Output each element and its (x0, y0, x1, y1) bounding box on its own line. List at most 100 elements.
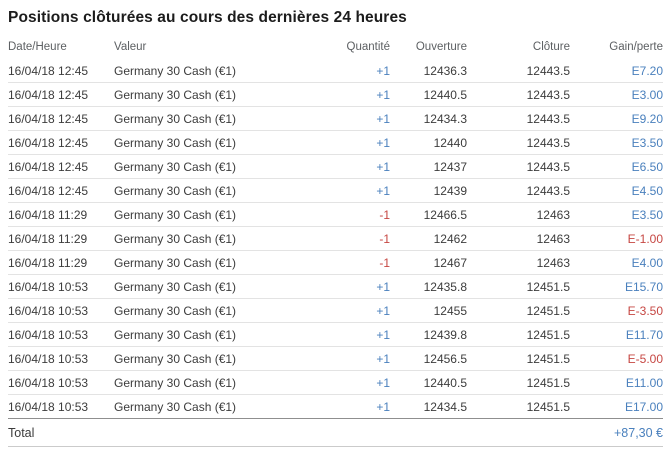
table-row[interactable]: 16/04/18 11:29 Germany 30 Cash (€1) -1 1… (8, 203, 663, 227)
cell-open: 12436.3 (423, 63, 467, 78)
cell-close: 12443.5 (526, 183, 570, 198)
cell-date: 16/04/18 11:29 (8, 207, 88, 222)
cell-date: 16/04/18 12:45 (8, 135, 89, 150)
cell-gain: E-3.50 (627, 303, 663, 318)
cell-gain: E6.50 (631, 159, 663, 174)
table-row[interactable]: 16/04/18 10:53 Germany 30 Cash (€1) +1 1… (8, 323, 663, 347)
cell-instrument: Germany 30 Cash (€1) (114, 111, 237, 126)
cell-gain: E3.50 (631, 207, 663, 222)
cell-gain: E17.00 (624, 399, 663, 414)
cell-date: 16/04/18 11:29 (8, 231, 88, 246)
cell-close: 12451.5 (526, 303, 570, 318)
cell-close: 12451.5 (526, 399, 570, 414)
cell-quantity: +1 (376, 135, 390, 150)
cell-gain: E4.00 (631, 255, 663, 270)
cell-instrument: Germany 30 Cash (€1) (114, 87, 237, 102)
cell-close: 12443.5 (526, 63, 570, 78)
table-row[interactable]: 16/04/18 12:45 Germany 30 Cash (€1) +1 1… (8, 131, 663, 155)
table-header-row: Date/Heure Valeur Quantité Ouverture Clô… (8, 36, 663, 59)
table-row[interactable]: 16/04/18 12:45 Germany 30 Cash (€1) +1 1… (8, 59, 663, 83)
cell-date: 16/04/18 12:45 (8, 87, 89, 102)
cell-close: 12443.5 (526, 159, 570, 174)
cell-open: 12439.8 (423, 327, 467, 342)
cell-open: 12439 (433, 183, 467, 198)
cell-date: 16/04/18 10:53 (8, 279, 89, 294)
cell-gain: E11.00 (625, 375, 663, 390)
cell-quantity: -1 (379, 231, 390, 246)
cell-gain: E-1.00 (627, 231, 663, 246)
cell-open: 12455 (433, 303, 467, 318)
cell-quantity: +1 (376, 399, 390, 414)
cell-close: 12463 (536, 255, 570, 270)
column-header-instrument: Valeur (114, 40, 147, 53)
cell-date: 16/04/18 10:53 (8, 351, 89, 366)
cell-gain: E4.50 (631, 183, 663, 198)
cell-open: 12440 (433, 135, 467, 150)
page-title: Positions clôturées au cours des dernièr… (8, 9, 407, 26)
cell-open: 12440.5 (423, 375, 467, 390)
cell-instrument: Germany 30 Cash (€1) (114, 183, 237, 198)
cell-gain: E9.20 (631, 111, 663, 126)
cell-quantity: +1 (376, 303, 390, 318)
table-row[interactable]: 16/04/18 12:45 Germany 30 Cash (€1) +1 1… (8, 83, 663, 107)
column-header-open: Ouverture (415, 40, 467, 53)
cell-date: 16/04/18 12:45 (8, 63, 89, 78)
cell-quantity: +1 (376, 63, 390, 78)
cell-instrument: Germany 30 Cash (€1) (114, 351, 237, 366)
cell-date: 16/04/18 10:53 (8, 399, 89, 414)
cell-quantity: +1 (376, 327, 390, 342)
cell-gain: E11.70 (625, 327, 663, 342)
cell-quantity: +1 (376, 183, 390, 198)
table-row[interactable]: 16/04/18 12:45 Germany 30 Cash (€1) +1 1… (8, 179, 663, 203)
column-header-date: Date/Heure (8, 40, 67, 53)
cell-date: 16/04/18 10:53 (8, 327, 89, 342)
cell-quantity: +1 (376, 351, 390, 366)
cell-date: 16/04/18 11:29 (8, 255, 88, 270)
cell-date: 16/04/18 12:45 (8, 159, 89, 174)
table-row[interactable]: 16/04/18 12:45 Germany 30 Cash (€1) +1 1… (8, 107, 663, 131)
cell-open: 12466.5 (423, 207, 467, 222)
cell-quantity: +1 (376, 375, 390, 390)
table-row[interactable]: 16/04/18 10:53 Germany 30 Cash (€1) +1 1… (8, 371, 663, 395)
cell-quantity: -1 (379, 255, 390, 270)
cell-open: 12462 (433, 231, 467, 246)
cell-date: 16/04/18 10:53 (8, 303, 89, 318)
cell-open: 12434.3 (423, 111, 467, 126)
cell-instrument: Germany 30 Cash (€1) (114, 327, 237, 342)
table-body: 16/04/18 12:45 Germany 30 Cash (€1) +1 1… (8, 59, 663, 418)
cell-close: 12451.5 (526, 327, 570, 342)
cell-close: 12443.5 (526, 111, 570, 126)
cell-open: 12435.8 (423, 279, 467, 294)
table-row[interactable]: 16/04/18 10:53 Germany 30 Cash (€1) +1 1… (8, 275, 663, 299)
table-row[interactable]: 16/04/18 11:29 Germany 30 Cash (€1) -1 1… (8, 251, 663, 275)
cell-open: 12434.5 (423, 399, 467, 414)
cell-gain: E3.50 (631, 135, 663, 150)
table-row[interactable]: 16/04/18 10:53 Germany 30 Cash (€1) +1 1… (8, 347, 663, 371)
cell-close: 12451.5 (526, 351, 570, 366)
cell-close: 12443.5 (526, 135, 570, 150)
cell-quantity: +1 (376, 111, 390, 126)
cell-instrument: Germany 30 Cash (€1) (114, 63, 237, 78)
cell-open: 12467 (433, 255, 467, 270)
cell-close: 12451.5 (526, 375, 570, 390)
cell-instrument: Germany 30 Cash (€1) (114, 303, 237, 318)
cell-date: 16/04/18 12:45 (8, 183, 89, 198)
cell-instrument: Germany 30 Cash (€1) (114, 207, 237, 222)
cell-instrument: Germany 30 Cash (€1) (114, 159, 237, 174)
cell-instrument: Germany 30 Cash (€1) (114, 135, 237, 150)
cell-open: 12456.5 (423, 351, 467, 366)
table-row[interactable]: 16/04/18 11:29 Germany 30 Cash (€1) -1 1… (8, 227, 663, 251)
cell-quantity: +1 (376, 159, 390, 174)
total-label: Total (8, 425, 35, 440)
table-row[interactable]: 16/04/18 10:53 Germany 30 Cash (€1) +1 1… (8, 299, 663, 323)
cell-close: 12463 (536, 231, 570, 246)
cell-quantity: +1 (376, 279, 390, 294)
cell-gain: E-5.00 (627, 351, 663, 366)
table-row[interactable]: 16/04/18 10:53 Germany 30 Cash (€1) +1 1… (8, 395, 663, 418)
cell-date: 16/04/18 12:45 (8, 111, 89, 126)
cell-instrument: Germany 30 Cash (€1) (114, 375, 237, 390)
table-row[interactable]: 16/04/18 12:45 Germany 30 Cash (€1) +1 1… (8, 155, 663, 179)
cell-instrument: Germany 30 Cash (€1) (114, 255, 237, 270)
cell-instrument: Germany 30 Cash (€1) (114, 231, 237, 246)
